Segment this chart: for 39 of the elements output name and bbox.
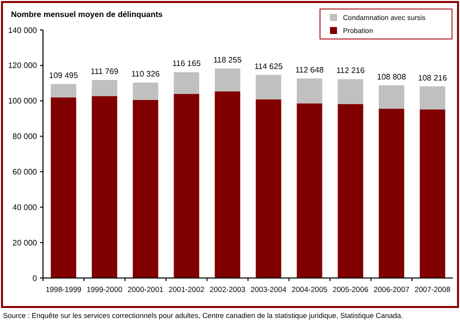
y-tick-label: 60 000 bbox=[12, 168, 38, 177]
bar bbox=[132, 82, 158, 100]
total-label: 112 648 bbox=[295, 65, 324, 74]
bar bbox=[256, 99, 282, 278]
total-label: 111 769 bbox=[90, 67, 119, 76]
bar bbox=[338, 79, 364, 104]
bar bbox=[50, 97, 76, 278]
bar bbox=[92, 80, 118, 96]
bar bbox=[378, 108, 404, 278]
y-tick-label: 80 000 bbox=[12, 132, 38, 142]
y-tick-label: 120 000 bbox=[8, 61, 38, 70]
bar bbox=[296, 103, 322, 278]
bar bbox=[214, 68, 240, 92]
bar bbox=[296, 78, 322, 104]
y-tick-label: 40 000 bbox=[12, 202, 38, 212]
total-label: 112 216 bbox=[336, 66, 366, 76]
bar bbox=[256, 74, 282, 100]
total-label: 118 255 bbox=[213, 56, 242, 65]
bar bbox=[420, 109, 446, 278]
total-label: 108 808 bbox=[377, 72, 407, 82]
total-label: 116 165 bbox=[172, 59, 202, 68]
total-label: 110 326 bbox=[131, 70, 160, 79]
bar bbox=[132, 100, 158, 278]
y-tick-label: 0 bbox=[32, 274, 38, 283]
y-tick-label: 140 000 bbox=[8, 26, 38, 35]
bar bbox=[174, 72, 200, 94]
bar bbox=[50, 84, 76, 98]
bar bbox=[214, 91, 240, 278]
bar bbox=[92, 96, 118, 278]
total-label: 108 216 bbox=[418, 73, 448, 82]
total-label: 109 495 bbox=[49, 71, 79, 80]
bar bbox=[338, 104, 364, 278]
bar bbox=[420, 86, 446, 110]
y-tick-label: 100 000 bbox=[8, 96, 38, 106]
y-axis-title: Nombre mensuel moyen de délinquants bbox=[11, 10, 164, 19]
total-label: 114 625 bbox=[254, 62, 284, 71]
bar bbox=[378, 85, 404, 109]
y-tick-label: 20 000 bbox=[12, 238, 38, 248]
bar bbox=[174, 94, 200, 278]
